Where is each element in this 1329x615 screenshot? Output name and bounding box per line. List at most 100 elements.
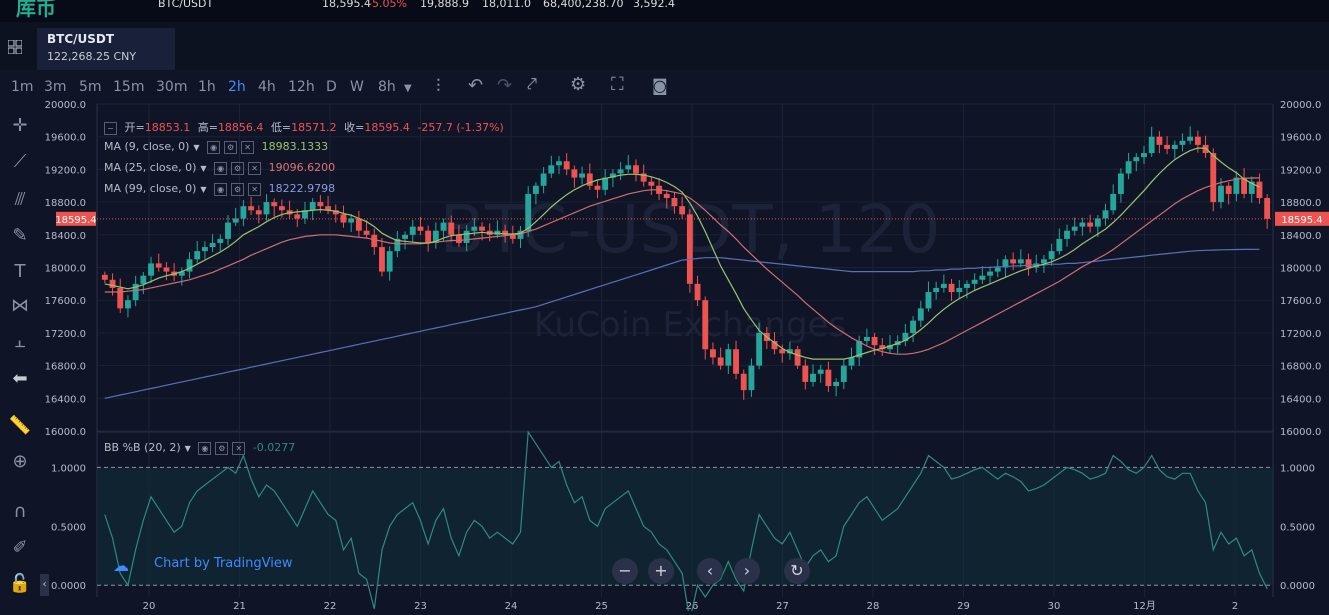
tf-4h[interactable]: 4h (258, 79, 276, 95)
fib-icon[interactable]: ⫻ (14, 189, 26, 210)
candle-body (825, 369, 832, 387)
candle-body (1264, 198, 1271, 219)
candle-type-icon[interactable]: ⫶ (436, 76, 441, 97)
ruler-icon[interactable]: 📏 (8, 415, 32, 436)
candle-body (348, 218, 355, 223)
pattern-icon[interactable]: ⋈ (11, 295, 29, 316)
scroll-right-button[interactable]: › (734, 558, 760, 584)
candle-body (448, 222, 455, 235)
price-tag-left-text: 18595.4 (55, 215, 96, 226)
redo-icon[interactable]: ↷ (497, 75, 513, 96)
eye-icon[interactable]: ◉ (214, 182, 228, 196)
candle-body (1241, 177, 1247, 194)
bb-tick-left: 0.0000 (51, 581, 86, 592)
gear-icon[interactable]: ⚙ (570, 74, 587, 95)
measure-icon[interactable]: ⫠ (14, 331, 26, 352)
arrow-left-icon[interactable]: ⬅ (12, 368, 28, 389)
tf-3m[interactable]: 3m (44, 79, 67, 95)
tf-1h[interactable]: 1h (198, 79, 216, 95)
symbol-box[interactable]: BTC/USDT 122,268.25 CNY (37, 28, 175, 70)
scroll-left-button[interactable]: ‹ (697, 558, 723, 584)
close-icon[interactable]: ✕ (241, 140, 255, 154)
tf-d[interactable]: D (326, 79, 337, 95)
tf-5m[interactable]: 5m (79, 79, 102, 95)
y-tick-left: 18000.0 (45, 264, 86, 275)
candle-body (633, 165, 639, 174)
candle-body (848, 357, 855, 366)
candle-body (148, 263, 154, 276)
top-bar: 库币 BTC/USDT 18,595.4 -5.05% 19,888.9 18,… (0, 0, 1329, 22)
price-tag-right (1275, 211, 1329, 226)
settings-icon[interactable]: ⚙ (231, 161, 245, 175)
candle-body (1133, 157, 1140, 162)
watermark-exchange: KuCoin Exchanges (534, 305, 846, 345)
ticker-high: 19,888.9 (420, 0, 469, 10)
candle-body (1002, 259, 1009, 268)
candle-body (802, 365, 809, 382)
reset-chart-button[interactable]: ↻ (784, 558, 810, 584)
kucoin-logo[interactable]: 库币 (16, 0, 56, 20)
y-tick-right: 16800.0 (1280, 362, 1321, 373)
zoom-out-button[interactable]: − (612, 558, 638, 584)
candle-body (702, 300, 709, 350)
tf-12h[interactable]: 12h (288, 79, 315, 95)
ohlc-legend: − 开=18853.1 高=18856.4 低=18571.2 收=18595.… (104, 119, 508, 135)
tf-1m[interactable]: 1m (11, 79, 34, 95)
candle-body (425, 230, 432, 243)
high-value: 18856.4 (217, 121, 264, 134)
x-tick-label: 20 (143, 601, 156, 611)
close-icon[interactable]: ✕ (248, 161, 262, 175)
trendline-icon[interactable]: ⟋ (13, 151, 27, 172)
brush-icon[interactable]: ✎ (12, 225, 28, 246)
tf-15m[interactable]: 15m (113, 79, 145, 95)
settings-icon[interactable]: ⚙ (224, 140, 238, 154)
eye-icon[interactable]: ◉ (198, 441, 212, 455)
zoom-in-button[interactable]: + (648, 558, 674, 584)
collapse-toolbar-button[interactable]: ‹ (40, 574, 49, 596)
crosshair-icon[interactable]: ✛ (12, 115, 28, 136)
eye-icon[interactable]: ◉ (207, 140, 221, 154)
candle-body (1218, 185, 1224, 203)
camera-icon[interactable]: ◙ (652, 76, 668, 95)
candle-body (748, 365, 755, 391)
candle-body (394, 238, 401, 252)
tf-30m[interactable]: 30m (156, 79, 188, 95)
collapse-icon[interactable]: − (104, 121, 117, 135)
candle-body (1141, 153, 1147, 158)
y-tick-left: 16400.0 (45, 394, 86, 405)
magnet-icon[interactable]: ∩ (13, 501, 27, 522)
tf-8h[interactable]: 8h (378, 79, 396, 95)
ticker-pair[interactable]: BTC/USDT (158, 0, 214, 10)
candle-body (379, 247, 385, 272)
indicators-icon[interactable]: ⤤ (527, 74, 538, 95)
tradingview-label[interactable]: Chart by TradingView (154, 556, 293, 571)
candle-body (1171, 144, 1178, 149)
candle-body (1041, 259, 1047, 264)
bb-label[interactable]: BB %B (20, 2) (104, 441, 181, 454)
close-icon[interactable]: ✕ (248, 182, 262, 196)
ma25-label[interactable]: MA (25, close, 0) (104, 161, 197, 174)
undo-icon[interactable]: ↶ (468, 75, 484, 96)
ma99-label[interactable]: MA (99, close, 0) (104, 182, 197, 195)
fullscreen-icon[interactable]: ⛶ (611, 74, 624, 95)
tf-w[interactable]: W (350, 79, 364, 95)
close-icon[interactable]: ✕ (232, 441, 246, 455)
chevron-down-icon[interactable]: ▼ (404, 83, 412, 94)
text-icon[interactable]: T (14, 261, 26, 282)
lock-pen-icon[interactable]: ✐ (12, 537, 28, 558)
candle-body (186, 259, 193, 272)
zoom-icon[interactable]: ⊕ (12, 451, 28, 472)
candle-body (317, 202, 324, 207)
settings-icon[interactable]: ⚙ (215, 441, 229, 455)
candle-body (325, 206, 331, 211)
tf-2h[interactable]: 2h (228, 79, 246, 95)
candle-body (933, 287, 940, 293)
eye-icon[interactable]: ◉ (214, 161, 228, 175)
candle-body (1148, 136, 1155, 154)
lock-icon[interactable]: 🔓 (8, 573, 32, 594)
ma9-label[interactable]: MA (9, close, 0) (104, 140, 190, 153)
ma99-value: 18222.9798 (268, 182, 336, 195)
settings-icon[interactable]: ⚙ (231, 182, 245, 196)
